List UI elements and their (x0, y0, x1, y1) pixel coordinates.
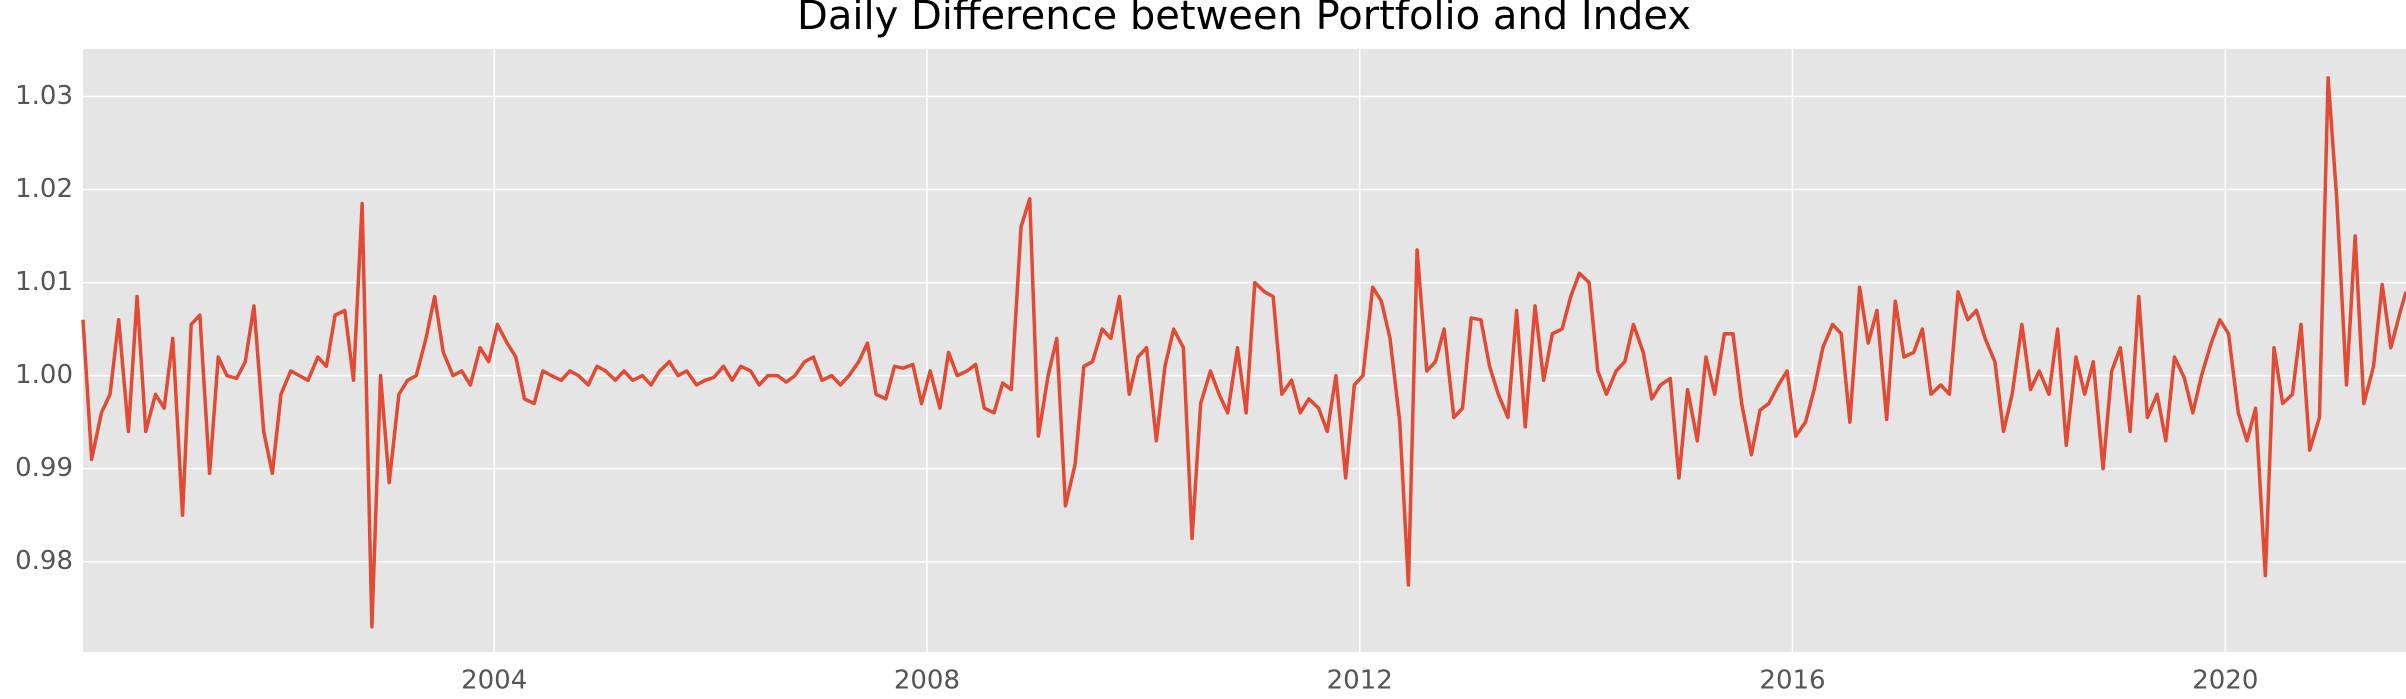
x-tick-label: 2012 (1327, 666, 1393, 696)
x-tick-label: 2004 (461, 666, 527, 696)
y-tick-label: 1.03 (15, 81, 73, 111)
x-tick-label: 2016 (1759, 666, 1825, 696)
x-tick-label: 2008 (894, 666, 960, 696)
y-tick-label: 1.02 (15, 174, 73, 204)
x-tick-label: 2020 (2192, 666, 2258, 696)
y-tick-label: 0.98 (15, 546, 73, 576)
data-line (81, 76, 2406, 629)
y-tick-label: 0.99 (15, 453, 73, 483)
y-tick-label: 1.00 (15, 360, 73, 390)
chart-title: Daily Difference between Portfolio and I… (797, 0, 1691, 39)
y-tick-label: 1.01 (15, 267, 73, 297)
